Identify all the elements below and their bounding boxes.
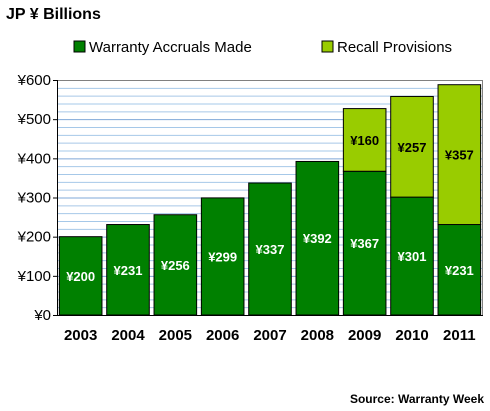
chart-title: JP ¥ Billions [6,6,101,23]
bar-warranty-2010 [390,196,434,316]
data-label-warranty-2007: ¥337 [256,242,285,257]
y-tick-label: ¥100 [17,268,51,285]
legend-label-recall: Recall Provisions [337,39,452,56]
x-tick-label: 2010 [395,327,428,344]
legend-label-warranty: Warranty Accruals Made [89,39,252,56]
legend-swatch-warranty [73,40,86,53]
data-label-recall-2011: ¥357 [445,148,474,163]
data-label-recall-2010: ¥257 [398,140,427,155]
bar-warranty-2011 [437,224,482,316]
data-label-warranty-2009: ¥367 [350,236,379,251]
y-tick-label: ¥500 [17,111,51,128]
data-label-warranty-2010: ¥301 [398,249,427,264]
source-note: Source: Warranty Week [350,392,484,406]
data-label-warranty-2008: ¥392 [303,231,332,246]
bar-warranty-2006 [200,197,245,316]
plot-area: ¥200 2003 ¥231 2004 ¥256 2005 ¥299 2006 ¥337 2007… [17,72,483,344]
y-tick-label: ¥300 [17,190,51,207]
x-tick-label: 2005 [159,327,192,344]
x-tick-label: 2004 [111,327,145,344]
bar-warranty-2003 [58,236,103,316]
data-label-recall-2009: ¥160 [350,133,379,148]
x-tick-label: 2007 [253,327,286,344]
legend-swatch-recall [321,40,334,53]
data-label-warranty-2006: ¥299 [208,249,237,264]
y-tick-label: ¥0 [33,307,51,324]
bar-warranty-2004 [106,224,150,316]
y-tick-label: ¥200 [17,229,51,246]
data-label-warranty-2011: ¥231 [445,263,474,278]
y-tick-label: ¥600 [17,72,51,89]
bar-recall-2010 [390,95,434,198]
bar-warranty-2007 [248,182,292,316]
x-tick-label: 2011 [443,327,476,344]
legend: Warranty Accruals Made Recall Provisions [73,39,452,56]
x-tick-label: 2008 [301,327,334,344]
x-tick-label: 2009 [348,327,381,344]
y-tick-label: ¥400 [17,150,51,167]
bar-recall-2009 [342,108,387,172]
bar-warranty-2005 [153,214,198,316]
x-tick-label: 2006 [206,327,239,344]
data-label-warranty-2004: ¥231 [114,263,143,278]
x-tick-label: 2003 [64,327,97,344]
data-label-warranty-2005: ¥256 [161,258,190,273]
data-label-warranty-2003: ¥200 [66,269,95,284]
bar-recall-2011 [437,84,482,226]
